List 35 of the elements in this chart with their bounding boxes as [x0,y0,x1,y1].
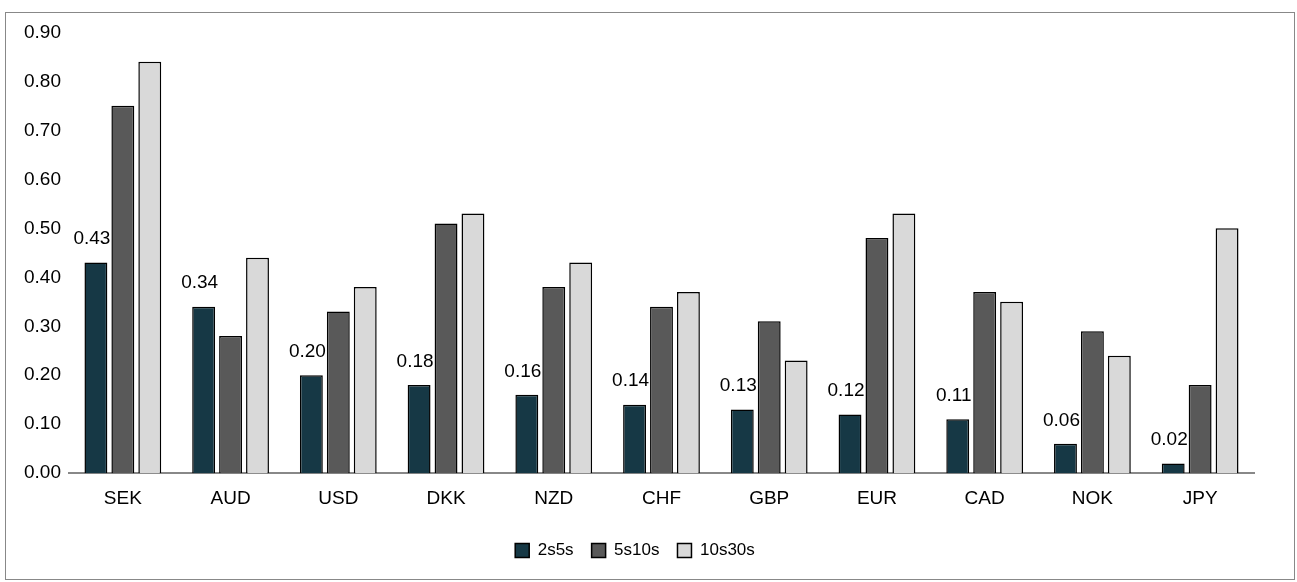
x-tick-label: JPY [1182,486,1218,508]
y-tick-label: 0.40 [24,265,61,287]
y-tick-label: 0.00 [24,461,61,483]
legend-label: 10s30s [699,540,755,560]
x-tick-label: NZD [534,486,574,508]
data-label: 0.43 [73,227,111,249]
data-label: 0.13 [719,374,757,396]
data-label: 0.34 [181,271,219,293]
y-tick-label: 0.50 [24,216,61,238]
x-tick-label: CHF [641,486,682,508]
data-label: 0.16 [504,359,542,381]
data-label: 0.18 [396,349,434,371]
x-tick-label: GBP [749,486,790,508]
data-label: 0.06 [1042,408,1080,430]
data-label: 0.11 [935,384,972,406]
x-tick-label: SEK [103,486,143,508]
y-tick-label: 0.80 [24,69,61,91]
data-label: 0.02 [1150,428,1188,450]
data-label: 0.20 [288,339,326,361]
legend-label: 2s5s [537,540,574,560]
data-label: 0.12 [827,379,865,401]
x-tick-label: AUD [210,486,251,508]
y-tick-label: 0.60 [24,167,61,189]
y-tick-label: 0.20 [24,363,61,385]
x-tick-label: DKK [426,486,466,508]
x-tick-label: USD [318,486,359,508]
x-tick-label: CAD [964,486,1005,508]
y-tick-label: 0.30 [24,314,61,336]
x-tick-label: NOK [1071,486,1114,508]
y-tick-label: 0.70 [24,118,61,140]
x-tick-label: EUR [856,486,898,508]
legend-label: 5s10s [614,540,660,560]
y-tick-label: 0.90 [24,20,61,42]
data-label: 0.14 [612,369,650,391]
y-tick-label: 0.10 [24,412,61,434]
